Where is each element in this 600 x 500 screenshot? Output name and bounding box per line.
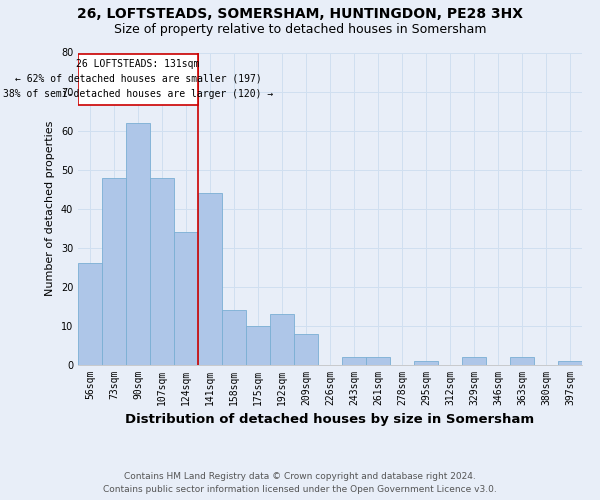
Y-axis label: Number of detached properties: Number of detached properties <box>45 121 55 296</box>
Bar <box>174 232 198 365</box>
Text: Contains HM Land Registry data © Crown copyright and database right 2024.
Contai: Contains HM Land Registry data © Crown c… <box>103 472 497 494</box>
Bar <box>198 193 222 365</box>
Bar <box>510 357 534 365</box>
Bar <box>270 314 294 365</box>
Text: 38% of semi-detached houses are larger (120) →: 38% of semi-detached houses are larger (… <box>3 89 273 99</box>
Bar <box>414 361 438 365</box>
Text: 26 LOFTSTEADS: 131sqm: 26 LOFTSTEADS: 131sqm <box>76 59 200 69</box>
Bar <box>342 357 366 365</box>
FancyBboxPatch shape <box>78 54 198 105</box>
Bar <box>366 357 390 365</box>
Bar <box>78 264 102 365</box>
Bar <box>126 123 150 365</box>
Bar <box>462 357 486 365</box>
Bar <box>558 361 582 365</box>
X-axis label: Distribution of detached houses by size in Somersham: Distribution of detached houses by size … <box>125 414 535 426</box>
Bar <box>150 178 174 365</box>
Bar <box>102 178 126 365</box>
Bar <box>222 310 246 365</box>
Bar <box>246 326 270 365</box>
Text: Size of property relative to detached houses in Somersham: Size of property relative to detached ho… <box>114 22 486 36</box>
Text: 26, LOFTSTEADS, SOMERSHAM, HUNTINGDON, PE28 3HX: 26, LOFTSTEADS, SOMERSHAM, HUNTINGDON, P… <box>77 8 523 22</box>
Bar <box>294 334 318 365</box>
Text: ← 62% of detached houses are smaller (197): ← 62% of detached houses are smaller (19… <box>14 74 262 84</box>
